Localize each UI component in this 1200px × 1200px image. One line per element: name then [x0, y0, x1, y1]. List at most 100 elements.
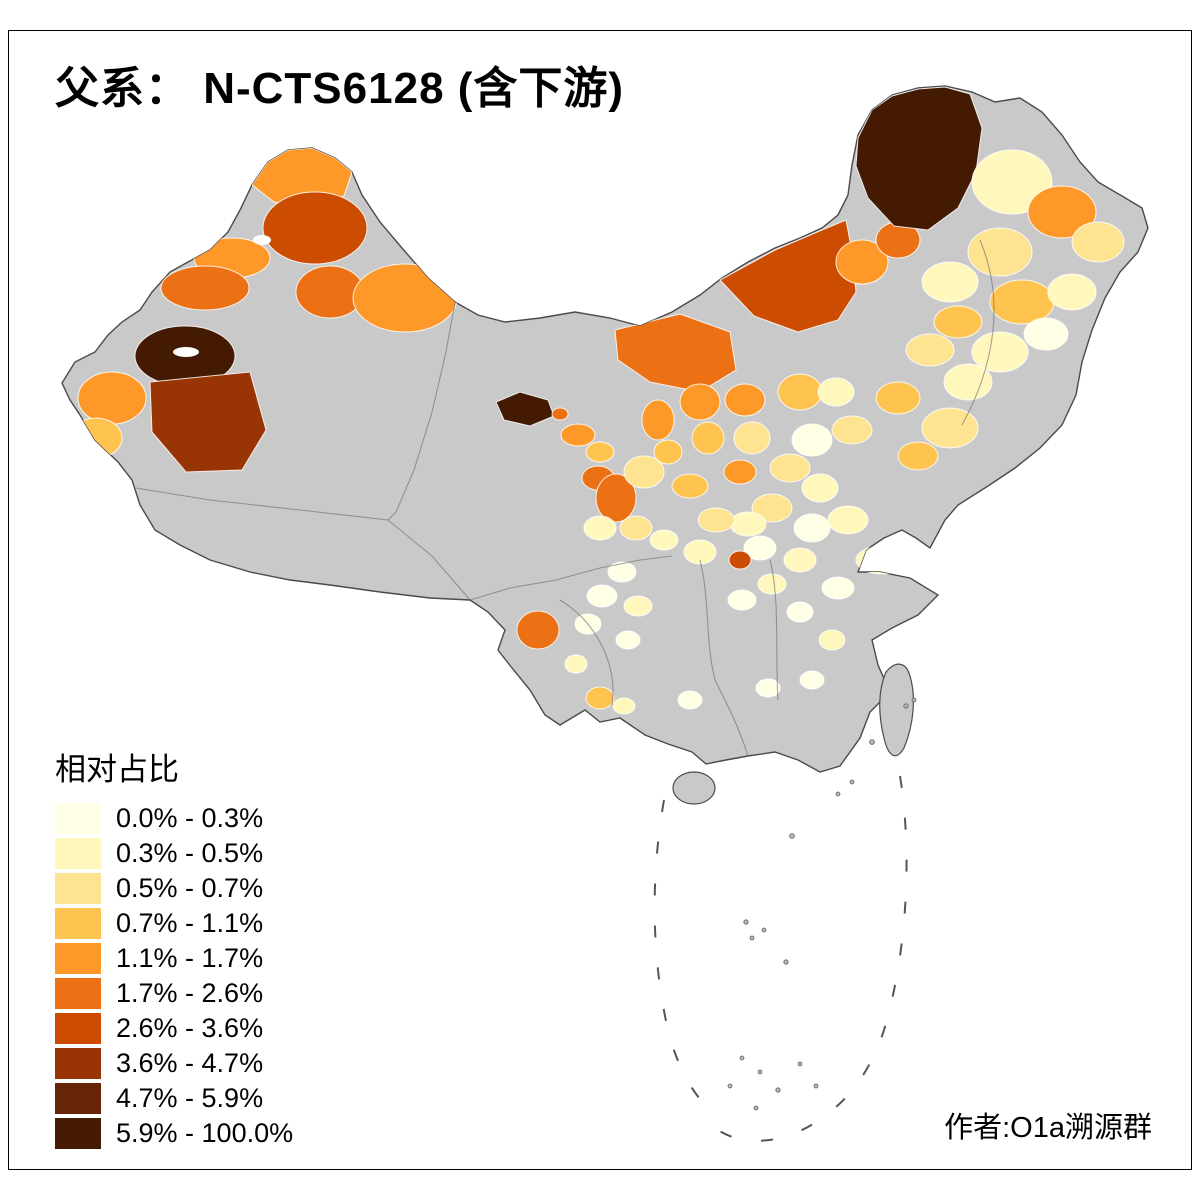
region-wuhan — [757, 573, 787, 595]
region-hebei-south — [801, 473, 839, 503]
region-xingan-league — [921, 261, 979, 303]
region-guangdong-north — [755, 678, 781, 698]
region-qiqihar — [967, 227, 1033, 277]
region-sayram-lake — [173, 347, 199, 357]
region-chengde — [817, 377, 855, 407]
legend-label: 5.9% - 100.0% — [116, 1118, 294, 1148]
legend-swatch — [55, 943, 101, 974]
region-songyuan — [905, 333, 955, 367]
legend-swatch — [55, 803, 101, 834]
legend-item: 0.0% - 0.3% — [55, 803, 293, 834]
legend-swatch — [55, 1118, 101, 1149]
region-baiyin — [623, 455, 665, 489]
region-ningxia-north — [641, 399, 675, 441]
region-changchun — [943, 363, 993, 401]
region-baicheng — [933, 305, 983, 339]
region-shanxi-north — [724, 383, 766, 417]
region-beijing-area — [831, 415, 873, 445]
region-yulin — [679, 383, 721, 421]
region-ili — [160, 265, 250, 311]
legend-label: 0.3% - 0.5% — [116, 838, 264, 868]
region-hunan-north — [727, 589, 757, 611]
legend-label: 0.0% - 0.3% — [116, 803, 264, 833]
province-borders — [135, 239, 995, 757]
legend-item: 0.5% - 0.7% — [55, 873, 293, 904]
region-hegang — [1071, 221, 1125, 263]
region-fujian-central — [799, 670, 825, 690]
region-hubei-northwest — [683, 539, 717, 565]
legend-swatch — [55, 1048, 101, 1079]
legend-swatch — [55, 1083, 101, 1114]
choropleth-regions — [69, 86, 1125, 715]
legend-label: 1.1% - 1.7% — [116, 943, 264, 973]
region-jilin-central — [971, 331, 1029, 373]
legend-swatch — [55, 1013, 101, 1044]
region-hebei-central — [791, 423, 833, 457]
legend-swatch — [55, 838, 101, 869]
legend: 相对占比 0.0% - 0.3% 0.3% - 0.5% 0.5% - 0.7% 0.… — [55, 744, 293, 1153]
region-dali — [516, 610, 560, 650]
region-kashgar — [149, 371, 267, 473]
region-chifeng — [835, 239, 889, 285]
legend-item: 2.6% - 3.6% — [55, 1013, 293, 1044]
region-liaoyang — [897, 441, 939, 471]
region-honghe — [585, 686, 615, 710]
legend-label: 0.5% - 0.7% — [116, 873, 264, 903]
region-jiangsu-north — [821, 576, 855, 600]
region-gannan — [583, 515, 617, 541]
region-zhangye — [560, 423, 596, 447]
region-chengdu-east — [607, 561, 637, 583]
nine-dash-line — [653, 775, 908, 1142]
region-shenyang — [921, 407, 979, 449]
region-guangxi-central — [677, 690, 703, 710]
hainan-island — [672, 771, 716, 805]
region-chongqing — [623, 595, 653, 617]
region-henan-south — [743, 535, 777, 561]
region-yichun — [1027, 185, 1097, 239]
legend-swatch — [55, 908, 101, 939]
region-tacheng — [262, 191, 368, 265]
legend-label: 4.7% - 5.9% — [116, 1083, 264, 1113]
region-wuwei — [585, 441, 615, 463]
region-hanzhong — [649, 529, 679, 551]
region-lanzhou — [595, 473, 637, 523]
region-jinan — [827, 505, 869, 535]
region-shanxi-mid — [733, 421, 771, 455]
sea-islands — [727, 697, 917, 1111]
legend-item: 5.9% - 100.0% — [55, 1118, 293, 1149]
region-ebinur-gap — [253, 235, 271, 245]
region-anhui-north — [783, 547, 817, 573]
region-shijiazhuang — [769, 453, 811, 483]
legend-label: 1.7% - 2.6% — [116, 978, 264, 1008]
region-heihe — [971, 149, 1053, 215]
legend-item: 1.7% - 2.6% — [55, 978, 293, 1009]
region-mudanjiang — [1023, 317, 1069, 351]
region-nanyang-dark — [728, 550, 752, 570]
region-yanan — [691, 421, 725, 455]
author-credit: 作者:O1a溯源群 — [944, 1112, 1152, 1144]
region-wenshan — [612, 697, 636, 715]
region-guanzhong — [671, 473, 709, 499]
legend-title: 相对占比 — [55, 752, 179, 787]
legend-label: 0.7% - 1.1% — [116, 908, 264, 938]
legend-swatch — [55, 873, 101, 904]
legend-label: 2.6% - 3.6% — [116, 1013, 264, 1043]
region-henan-north — [751, 493, 793, 523]
region-longnan — [619, 515, 653, 541]
legend-label: 3.6% - 4.7% — [116, 1048, 264, 1078]
legend-items: 0.0% - 0.3% 0.3% - 0.5% 0.5% - 0.7% 0.7% - … — [55, 803, 293, 1149]
region-jiayuguan-dot — [551, 407, 569, 421]
region-bayannur-ordos — [614, 313, 737, 393]
region-hulunbuir — [855, 86, 983, 231]
region-chaoyang — [875, 381, 921, 415]
taiwan-island — [879, 663, 914, 757]
legend-item: 0.3% - 0.5% — [55, 838, 293, 869]
legend-item: 1.1% - 1.7% — [55, 943, 293, 974]
region-ningxia-south — [653, 439, 683, 465]
legend-item: 4.7% - 5.9% — [55, 1083, 293, 1114]
region-zhejiang-west — [818, 629, 846, 651]
region-jiangxi-north — [786, 601, 814, 623]
region-shandong-west — [793, 513, 831, 543]
